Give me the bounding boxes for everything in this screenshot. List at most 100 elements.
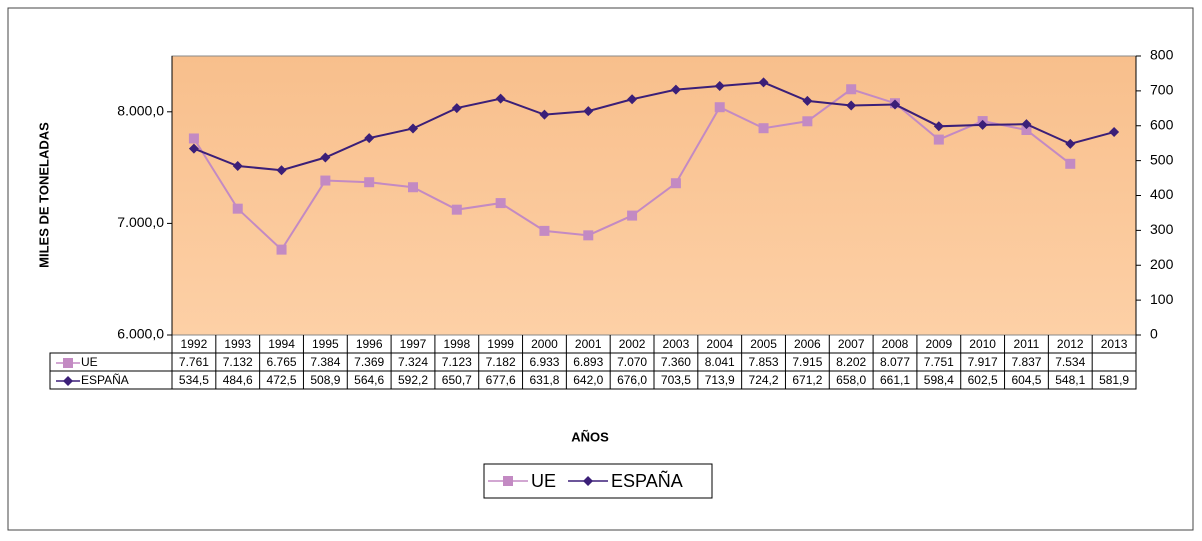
- y-tick-label: 7.000,0: [117, 214, 164, 230]
- data-label: 534,5: [179, 373, 209, 387]
- x-axis-title: AÑOS: [571, 429, 609, 444]
- marker: [539, 225, 550, 236]
- data-label: 564,6: [354, 373, 384, 387]
- marker: [495, 198, 506, 209]
- data-label: 508,9: [310, 373, 340, 387]
- marker: [583, 106, 594, 117]
- y-tick-label: 8.000,0: [117, 103, 164, 119]
- data-label: 472,5: [267, 373, 297, 387]
- y2-tick-label: 600: [1150, 116, 1174, 132]
- x-tick-label: 2005: [750, 337, 777, 351]
- data-label: 7.534: [1055, 355, 1085, 369]
- data-label: 7.837: [1011, 355, 1041, 369]
- x-tick-label: 2003: [663, 337, 690, 351]
- x-tick-label: 1998: [443, 337, 470, 351]
- marker: [232, 160, 243, 171]
- marker: [503, 476, 513, 486]
- legend-label: UE: [531, 471, 556, 491]
- x-tick-label: 2010: [969, 337, 996, 351]
- data-label: 6.933: [529, 355, 559, 369]
- marker: [714, 81, 725, 92]
- data-label: 6.893: [573, 355, 603, 369]
- data-label: 7.182: [486, 355, 516, 369]
- marker: [495, 93, 506, 104]
- x-tick-label: 1996: [356, 337, 383, 351]
- x-tick-label: 1999: [487, 337, 514, 351]
- x-tick-label: 2011: [1014, 337, 1040, 351]
- y-axis-title: MILES DE TONELADAS: [36, 122, 51, 268]
- x-tick-label: 2007: [838, 337, 865, 351]
- marker: [1021, 124, 1032, 135]
- marker: [670, 178, 681, 189]
- marker: [714, 102, 725, 113]
- marker: [276, 165, 287, 176]
- data-label: 7.324: [398, 355, 428, 369]
- data-label: 671,2: [792, 373, 822, 387]
- y2-tick-label: 300: [1150, 221, 1174, 237]
- x-tick-label: 2002: [619, 337, 646, 351]
- data-label: 602,5: [968, 373, 998, 387]
- marker: [758, 123, 769, 134]
- marker: [977, 119, 988, 130]
- y2-tick-label: 0: [1150, 326, 1158, 342]
- data-label: 658,0: [836, 373, 866, 387]
- data-label: 713,9: [705, 373, 735, 387]
- marker: [583, 476, 594, 486]
- data-label: 676,0: [617, 373, 647, 387]
- data-label: 7.761: [179, 355, 209, 369]
- marker: [63, 376, 73, 386]
- marker: [451, 103, 462, 114]
- data-label: 7.070: [617, 355, 647, 369]
- y2-tick-label: 700: [1150, 82, 1174, 98]
- data-label: 581,9: [1099, 373, 1129, 387]
- y2-tick-label: 100: [1150, 291, 1174, 307]
- marker: [670, 84, 681, 95]
- marker: [627, 94, 638, 105]
- data-label: 7.132: [223, 355, 253, 369]
- data-label: 7.751: [924, 355, 954, 369]
- marker: [364, 177, 375, 188]
- data-label: 7.915: [792, 355, 822, 369]
- marker: [364, 133, 375, 144]
- marker: [539, 109, 550, 120]
- y-tick-label: 6.000,0: [117, 326, 164, 342]
- marker: [802, 95, 813, 106]
- x-tick-label: 1993: [224, 337, 251, 351]
- marker: [933, 134, 944, 145]
- x-tick-label: 2009: [925, 337, 952, 351]
- x-tick-label: 1995: [312, 337, 339, 351]
- marker: [758, 77, 769, 88]
- data-label: 7.853: [749, 355, 779, 369]
- table-row-label: ESPAÑA: [81, 373, 129, 387]
- data-label: 8.077: [880, 355, 910, 369]
- marker: [1065, 138, 1076, 149]
- marker: [1065, 158, 1076, 169]
- series-line: [193, 81, 1115, 172]
- marker: [408, 182, 418, 193]
- legend-label: ESPAÑA: [611, 470, 683, 491]
- data-label: 7.369: [354, 355, 384, 369]
- x-tick-label: 1997: [400, 337, 427, 351]
- x-tick-label: 2008: [882, 337, 909, 351]
- marker: [802, 116, 813, 127]
- marker: [188, 133, 199, 144]
- data-label: 703,5: [661, 373, 691, 387]
- data-label: 631,8: [529, 373, 559, 387]
- data-label: 592,2: [398, 373, 428, 387]
- data-label: 484,6: [223, 373, 253, 387]
- marker: [63, 358, 73, 368]
- x-tick-label: 2013: [1101, 337, 1128, 351]
- data-label: 7.360: [661, 355, 691, 369]
- data-label: 6.765: [267, 355, 297, 369]
- y2-tick-label: 500: [1150, 151, 1174, 167]
- marker: [451, 204, 462, 215]
- data-label: 724,2: [749, 373, 779, 387]
- data-label: 8.202: [836, 355, 866, 369]
- x-tick-label: 2012: [1057, 337, 1084, 351]
- data-label: 661,1: [880, 373, 910, 387]
- y2-tick-label: 400: [1150, 186, 1174, 202]
- y2-tick-label: 200: [1150, 256, 1174, 272]
- marker: [627, 210, 638, 221]
- marker: [583, 230, 594, 241]
